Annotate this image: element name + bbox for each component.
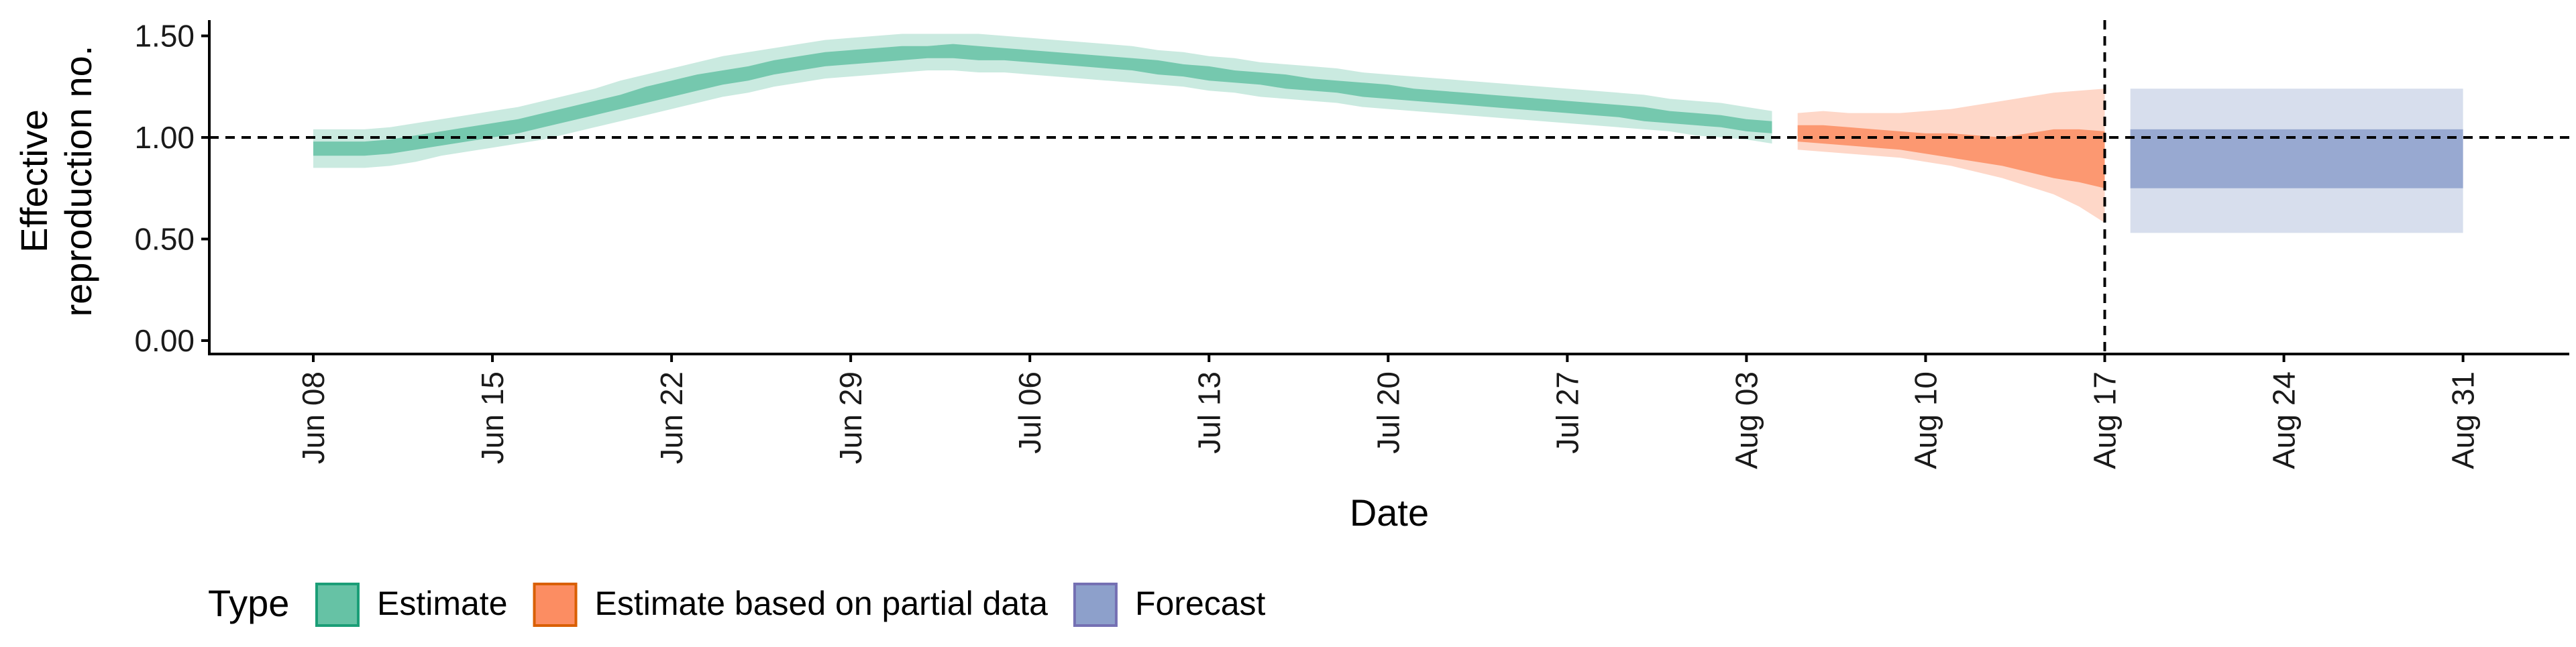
legend-title: Type bbox=[208, 582, 289, 624]
legend-swatch-estimate bbox=[315, 583, 360, 627]
x-tick-label: Jul 13 bbox=[1191, 371, 1226, 454]
estimate-band-50 bbox=[313, 44, 1772, 156]
y-axis-title-line: reproduction no. bbox=[57, 46, 99, 317]
x-tick-label: Jun 15 bbox=[475, 371, 510, 464]
x-axis-title: Date bbox=[1350, 491, 1429, 534]
y-tick-label: 1.50 bbox=[134, 19, 195, 54]
legend-label-forecast: Forecast bbox=[1135, 585, 1266, 622]
forecast-band-50 bbox=[2130, 129, 2463, 188]
x-tick-label: Jul 27 bbox=[1550, 371, 1585, 454]
legend-swatch-estimate-based-on-partial-data bbox=[533, 583, 578, 627]
legend-label-estimate-based-on-partial-data: Estimate based on partial data bbox=[595, 585, 1049, 622]
legend: Type Estimate Estimate based on partial da… bbox=[208, 582, 1266, 627]
estimate-band-90 bbox=[313, 34, 1772, 168]
credible-intervals bbox=[313, 34, 2463, 233]
y-tick-label: 1.00 bbox=[134, 120, 195, 155]
legend-label-estimate: Estimate bbox=[377, 585, 508, 622]
x-tick-label: Aug 03 bbox=[1729, 371, 1764, 469]
x-tick-label: Aug 17 bbox=[2088, 371, 2123, 469]
x-tick-label: Aug 31 bbox=[2446, 371, 2481, 469]
x-tick-label: Jul 06 bbox=[1012, 371, 1047, 454]
x-tick-label: Aug 10 bbox=[1908, 371, 1943, 469]
reference-lines bbox=[209, 20, 2569, 354]
estimate-based-on-partial-data-band-50 bbox=[1797, 125, 2105, 188]
legend-swatch-forecast bbox=[1073, 583, 1118, 627]
x-tick-label: Jun 22 bbox=[654, 371, 689, 464]
y-axis-title-line: Effective bbox=[13, 109, 55, 253]
axes: 0.00 0.50 1.00 1.50 Jun 08 Jun 15 Jun 22 Jun 29… bbox=[13, 19, 2569, 534]
y-tick-label: 0.00 bbox=[134, 323, 195, 358]
x-tick-label: Aug 24 bbox=[2267, 371, 2302, 469]
x-tick-label: Jun 29 bbox=[833, 371, 868, 464]
y-axis-title: Effectivereproduction no. bbox=[13, 46, 99, 317]
x-tick-label: Jul 20 bbox=[1371, 371, 1405, 454]
y-tick-label: 0.50 bbox=[134, 222, 195, 257]
x-tick-label: Jun 08 bbox=[296, 371, 331, 464]
